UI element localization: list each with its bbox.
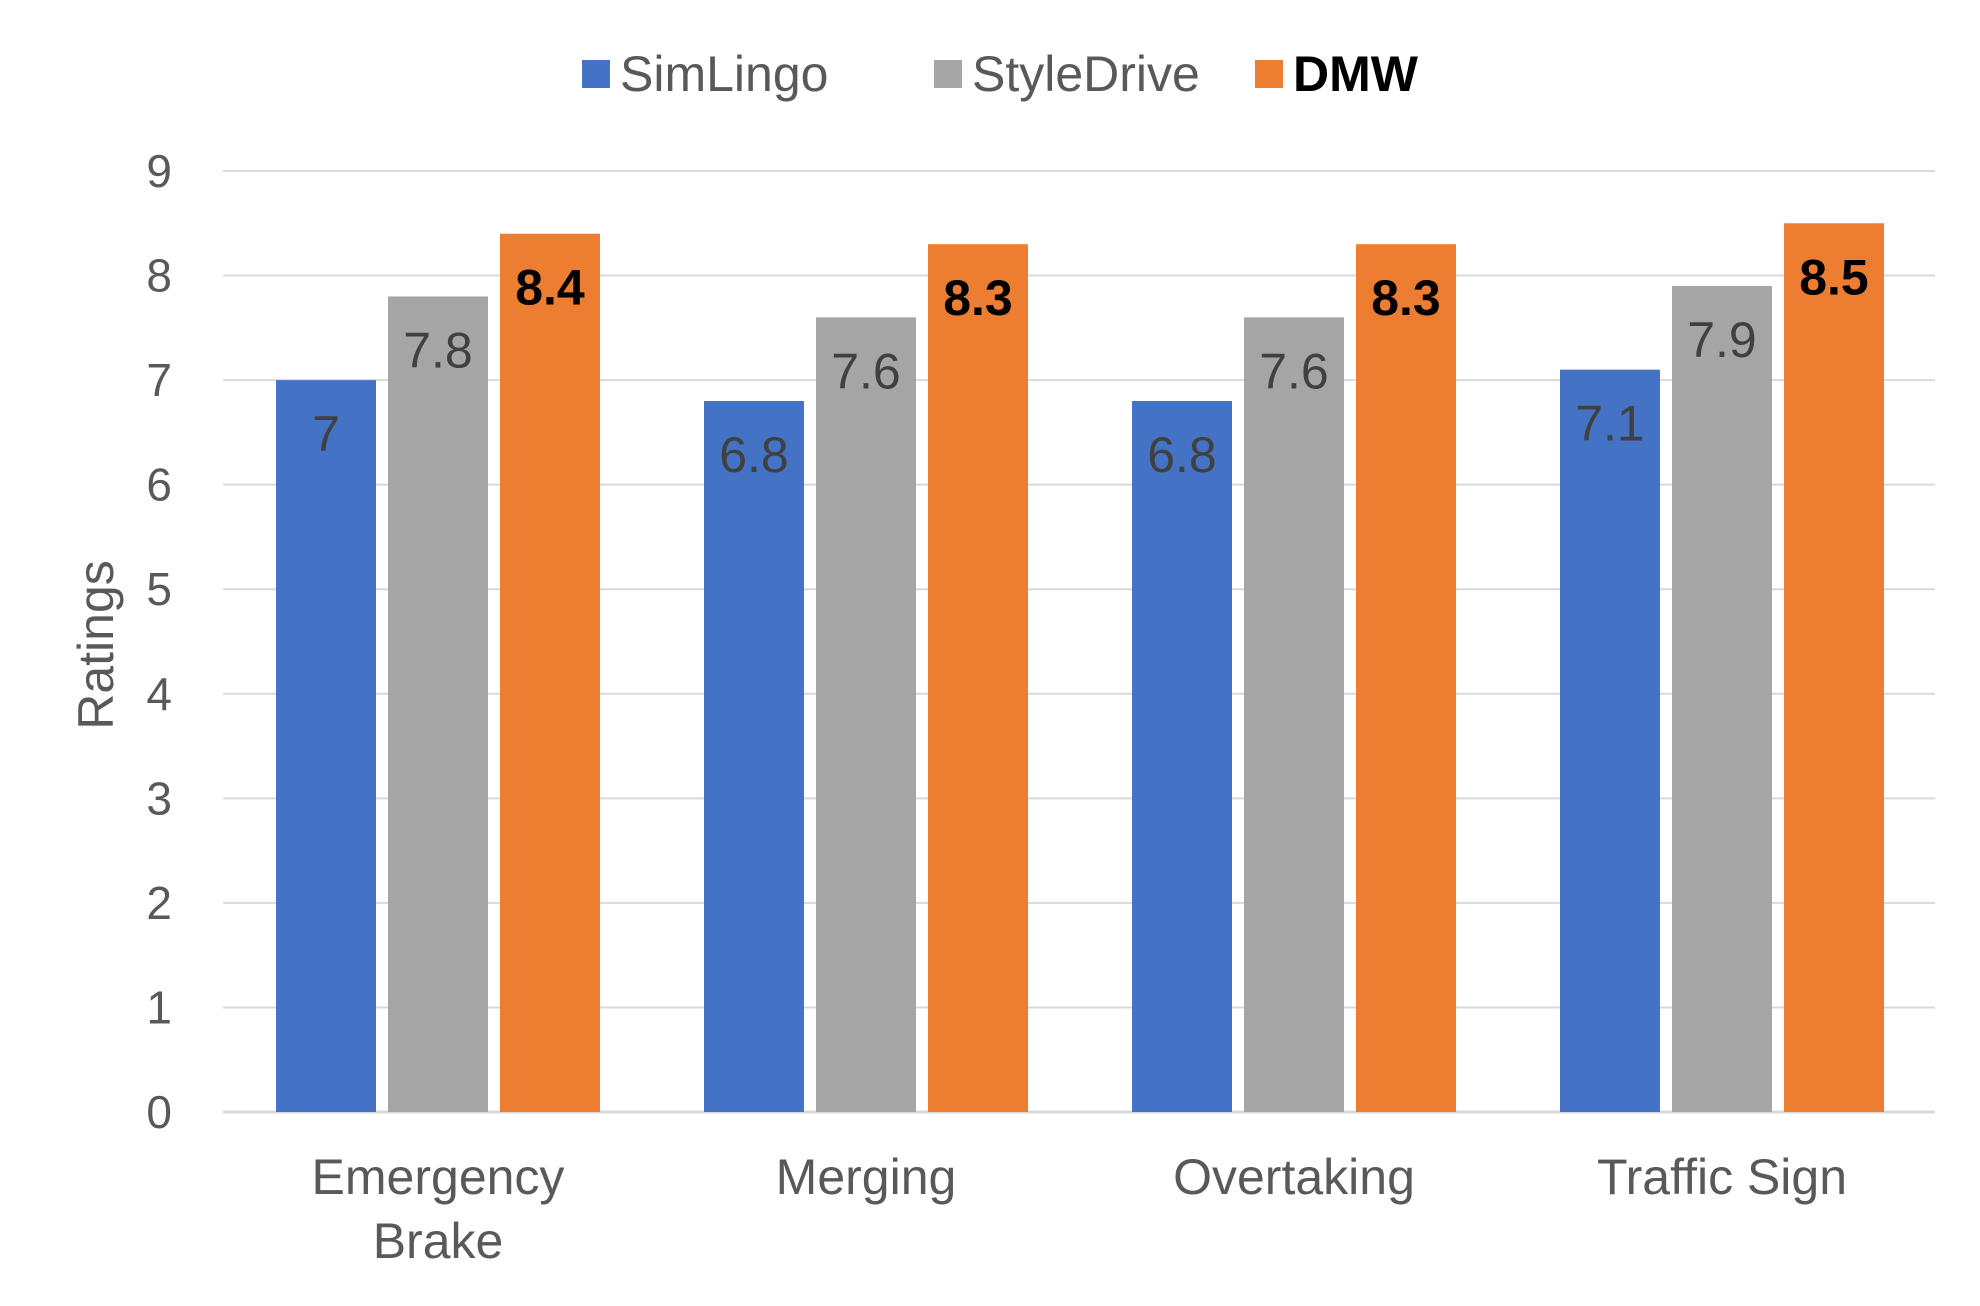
value-label-styledrive-1: 7.6 — [831, 343, 901, 399]
x-tick-label: Merging — [776, 1149, 957, 1205]
bar-styledrive-3 — [1672, 286, 1772, 1112]
x-tick-label: Traffic Sign — [1597, 1149, 1847, 1205]
bar-dmw-1 — [928, 244, 1028, 1112]
value-label-simlingo-2: 6.8 — [1147, 427, 1217, 483]
bar-dmw-2 — [1356, 244, 1456, 1112]
bar-styledrive-1 — [816, 317, 916, 1112]
x-tick-label: Overtaking — [1173, 1149, 1415, 1205]
y-tick-label: 9 — [146, 145, 172, 197]
value-label-simlingo-0: 7 — [312, 406, 340, 462]
value-label-styledrive-0: 7.8 — [403, 322, 473, 378]
bar-simlingo-2 — [1132, 401, 1232, 1112]
y-axis-ticks: 0 1 2 3 4 5 6 7 8 9 — [146, 145, 172, 1138]
value-label-dmw-3: 8.5 — [1799, 249, 1869, 305]
legend: SimLingo StyleDrive DMW — [582, 46, 1419, 102]
legend-label-simlingo: SimLingo — [620, 46, 828, 102]
bar-dmw-0 — [500, 233, 600, 1112]
legend-swatch-simlingo — [582, 60, 610, 88]
y-tick-label: 5 — [146, 563, 172, 615]
value-label-dmw-2: 8.3 — [1371, 270, 1441, 326]
y-tick-label: 0 — [146, 1086, 172, 1138]
bar-styledrive-2 — [1244, 317, 1344, 1112]
y-tick-label: 4 — [146, 668, 172, 720]
value-label-dmw-1: 8.3 — [943, 270, 1013, 326]
value-label-styledrive-2: 7.6 — [1259, 343, 1329, 399]
y-tick-label: 2 — [146, 877, 172, 929]
legend-swatch-styledrive — [934, 60, 962, 88]
legend-label-dmw: DMW — [1293, 46, 1419, 102]
bar-simlingo-3 — [1560, 369, 1660, 1113]
value-labels: 7 6.8 6.8 7.1 7.8 7.6 7.6 7.9 8.4 8.3 8.3 8.5 — [312, 249, 1869, 483]
bar-dmw-3 — [1784, 223, 1884, 1112]
y-tick-label: 6 — [146, 459, 172, 511]
y-axis-title: Ratings — [68, 560, 124, 730]
x-tick-label: Brake — [373, 1213, 504, 1269]
bar-styledrive-0 — [388, 296, 488, 1112]
value-label-styledrive-3: 7.9 — [1687, 312, 1757, 368]
legend-label-styledrive: StyleDrive — [972, 46, 1200, 102]
value-label-dmw-0: 8.4 — [515, 260, 585, 316]
x-tick-label: Emergency — [312, 1149, 565, 1205]
value-label-simlingo-1: 6.8 — [719, 427, 789, 483]
bar-simlingo-1 — [704, 401, 804, 1112]
y-tick-label: 8 — [146, 250, 172, 302]
value-label-simlingo-3: 7.1 — [1575, 396, 1645, 452]
x-axis-labels: Emergency Brake Merging Overtaking Traffic S… — [312, 1149, 1848, 1269]
bars — [276, 223, 1884, 1113]
y-tick-label: 1 — [146, 981, 172, 1033]
bar-simlingo-0 — [276, 380, 376, 1113]
y-tick-label: 7 — [146, 354, 172, 406]
y-tick-label: 3 — [146, 772, 172, 824]
legend-swatch-dmw — [1255, 60, 1283, 88]
